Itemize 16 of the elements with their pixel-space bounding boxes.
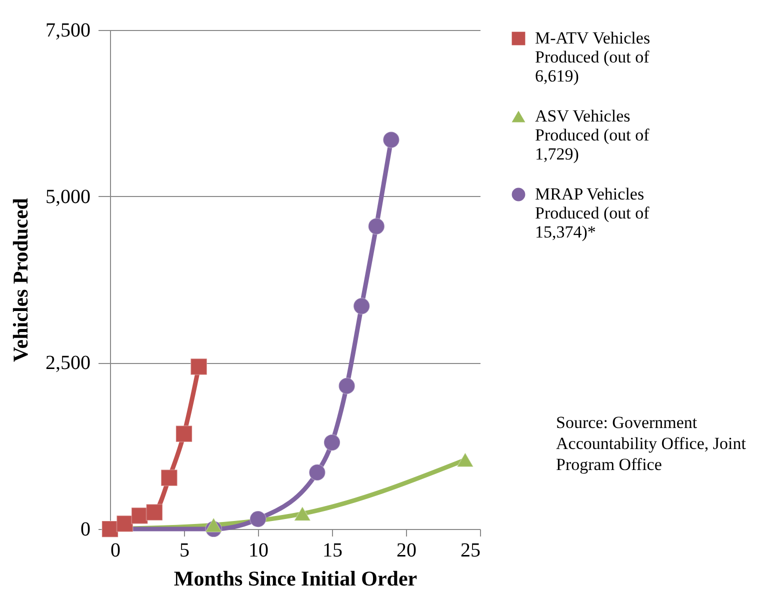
legend-label: MRAP Vehicles Produced (out of 15,374)* [535, 184, 650, 242]
x-tick-label: 5 [180, 540, 190, 562]
x-tick-label: 10 [248, 540, 268, 562]
y-tick-label: 2,500 [46, 352, 90, 374]
y-tick-label: 5,000 [46, 186, 90, 208]
y-tick-label: 0 [80, 518, 90, 540]
y-tick-label: 7,500 [46, 20, 90, 42]
legend-label: M-ATV Vehicles Produced (out of 6,619) [535, 28, 650, 86]
y-axis-title: Vehicles Produced [8, 198, 32, 362]
x-tick-label: 25 [460, 540, 480, 562]
x-tick-label: 15 [322, 540, 342, 562]
x-tick-label: 20 [396, 540, 416, 562]
x-axis-title: Months Since Initial Order [174, 566, 418, 590]
legend-label: ASV Vehicles Produced (out of 1,729) [535, 106, 650, 164]
x-tick-label: 0 [110, 540, 120, 562]
source-note: Source: Government Accountability Office, Joint Program Office [556, 412, 747, 475]
